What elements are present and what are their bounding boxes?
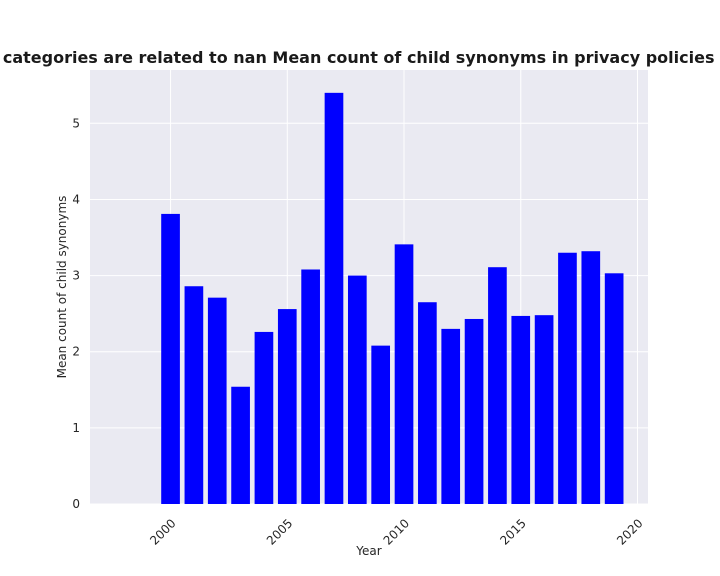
bar-2019 [604,273,624,504]
bar-2016 [534,315,554,504]
bar-2003 [231,386,250,504]
bar-2001 [184,286,204,504]
plot-background [90,70,648,504]
bars [161,92,624,505]
bar-2015 [511,315,531,504]
x-tick-label: 2020 [614,516,645,547]
bar-2008 [347,275,367,504]
y-tick-label: 0 [72,497,80,511]
bar-2017 [558,252,577,504]
bar-2004 [254,331,274,504]
bar-2007 [324,92,344,504]
bar-2010 [394,244,414,505]
x-axis-ticks: 2000 2005 2010 2015 2020 [147,516,645,547]
y-tick-label: 3 [72,269,80,283]
bar-2006 [301,269,320,504]
y-axis-label: Mean count of child synonyms [55,196,69,379]
y-tick-label: 5 [72,116,80,130]
bar-2014 [488,267,507,504]
bar-2013 [464,318,484,504]
bar-2000 [161,213,180,504]
x-tick-label: 2010 [381,516,412,547]
x-axis-label: Year [355,544,381,558]
y-axis-ticks: 0 1 2 3 4 5 [72,116,80,511]
x-tick-label: 2000 [147,516,178,547]
bar-2011 [418,302,437,504]
bar-2018 [581,251,601,504]
y-tick-label: 4 [72,192,80,206]
y-tick-label: 1 [72,421,80,435]
bar-2005 [277,309,297,504]
x-tick-label: 2015 [497,516,528,547]
bar-2002 [207,297,227,504]
y-tick-label: 2 [72,345,80,359]
bar-2012 [441,328,461,504]
chart-title: when categories are related to nan Mean … [0,48,720,67]
x-tick-label: 2005 [264,516,295,547]
bar-2009 [371,345,391,504]
